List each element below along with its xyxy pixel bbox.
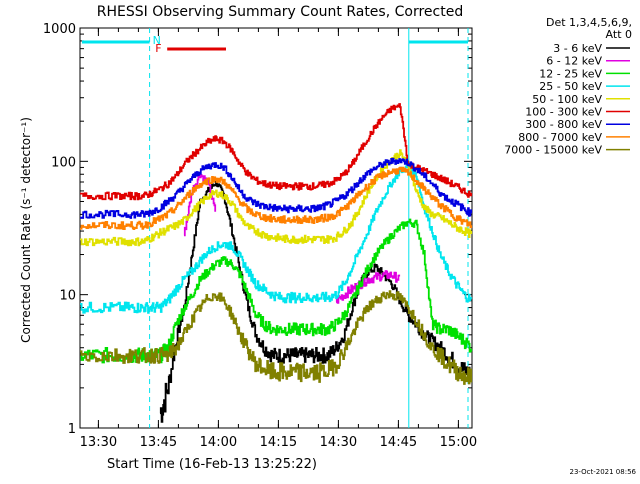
x-tick-label: 14:15: [260, 435, 297, 450]
legend-label: 300 - 800 keV: [525, 118, 602, 131]
x-tick-label: 13:45: [140, 435, 177, 450]
y-tick-label: 100: [51, 155, 76, 170]
annotations: NF: [82, 28, 469, 428]
flare-flag-label: F: [155, 42, 161, 55]
series-line-8: [80, 166, 473, 230]
legend-label: 800 - 7000 keV: [518, 131, 602, 144]
legend-header-attenuator: Att 0: [606, 28, 632, 41]
y-tick-label: 10: [59, 289, 76, 304]
series-line-1: [159, 179, 473, 423]
x-axis-label: Start Time (16-Feb-13 13:25:22): [107, 457, 317, 472]
night-flag-label: N: [153, 34, 161, 47]
chart-title: RHESSI Observing Summary Count Rates, Co…: [97, 4, 463, 20]
series-line-2: [335, 270, 401, 304]
series-line-2: [183, 174, 217, 237]
x-tick-label: 14:00: [200, 435, 237, 450]
axes-frame: 1 10 100 1000 13:30 13:45 14:00 14:15 14:30 14:45…: [43, 22, 477, 450]
series-lines: [80, 103, 473, 423]
x-tick-label: 13:30: [80, 435, 117, 450]
x-tick-label: 15:00: [440, 435, 477, 450]
y-tick-label: 1000: [43, 22, 76, 37]
legend-label: 3 - 6 keV: [553, 42, 602, 55]
legend-label: 12 - 25 keV: [539, 67, 602, 80]
x-tick-label: 14:45: [380, 435, 417, 450]
series-line-9: [80, 290, 473, 385]
footer-date: 23-Oct-2021 08:56: [570, 468, 637, 476]
legend-label: 50 - 100 keV: [532, 93, 602, 106]
legend-label: 6 - 12 keV: [546, 55, 602, 68]
x-tick-label: 14:30: [320, 435, 357, 450]
legend-label: 100 - 300 keV: [525, 106, 602, 119]
series-line-7: [80, 157, 473, 219]
legend-label: 25 - 50 keV: [539, 80, 602, 93]
y-axis-label: Corrected Count Rate (s⁻¹ detector⁻¹): [19, 117, 33, 343]
legend-header-detectors: Det 1,3,4,5,6,9,: [546, 16, 632, 29]
y-tick-label: 1: [68, 422, 76, 437]
legend-label: 7000 - 15000 keV: [504, 144, 602, 157]
